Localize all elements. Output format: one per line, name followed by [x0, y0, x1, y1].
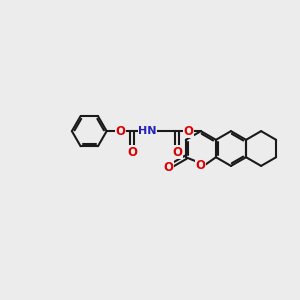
Text: O: O [172, 146, 182, 159]
Text: O: O [184, 124, 194, 138]
Text: O: O [196, 159, 206, 172]
Text: HN: HN [138, 126, 157, 136]
Text: O: O [127, 146, 137, 159]
Text: O: O [163, 161, 173, 174]
Text: O: O [116, 124, 125, 138]
